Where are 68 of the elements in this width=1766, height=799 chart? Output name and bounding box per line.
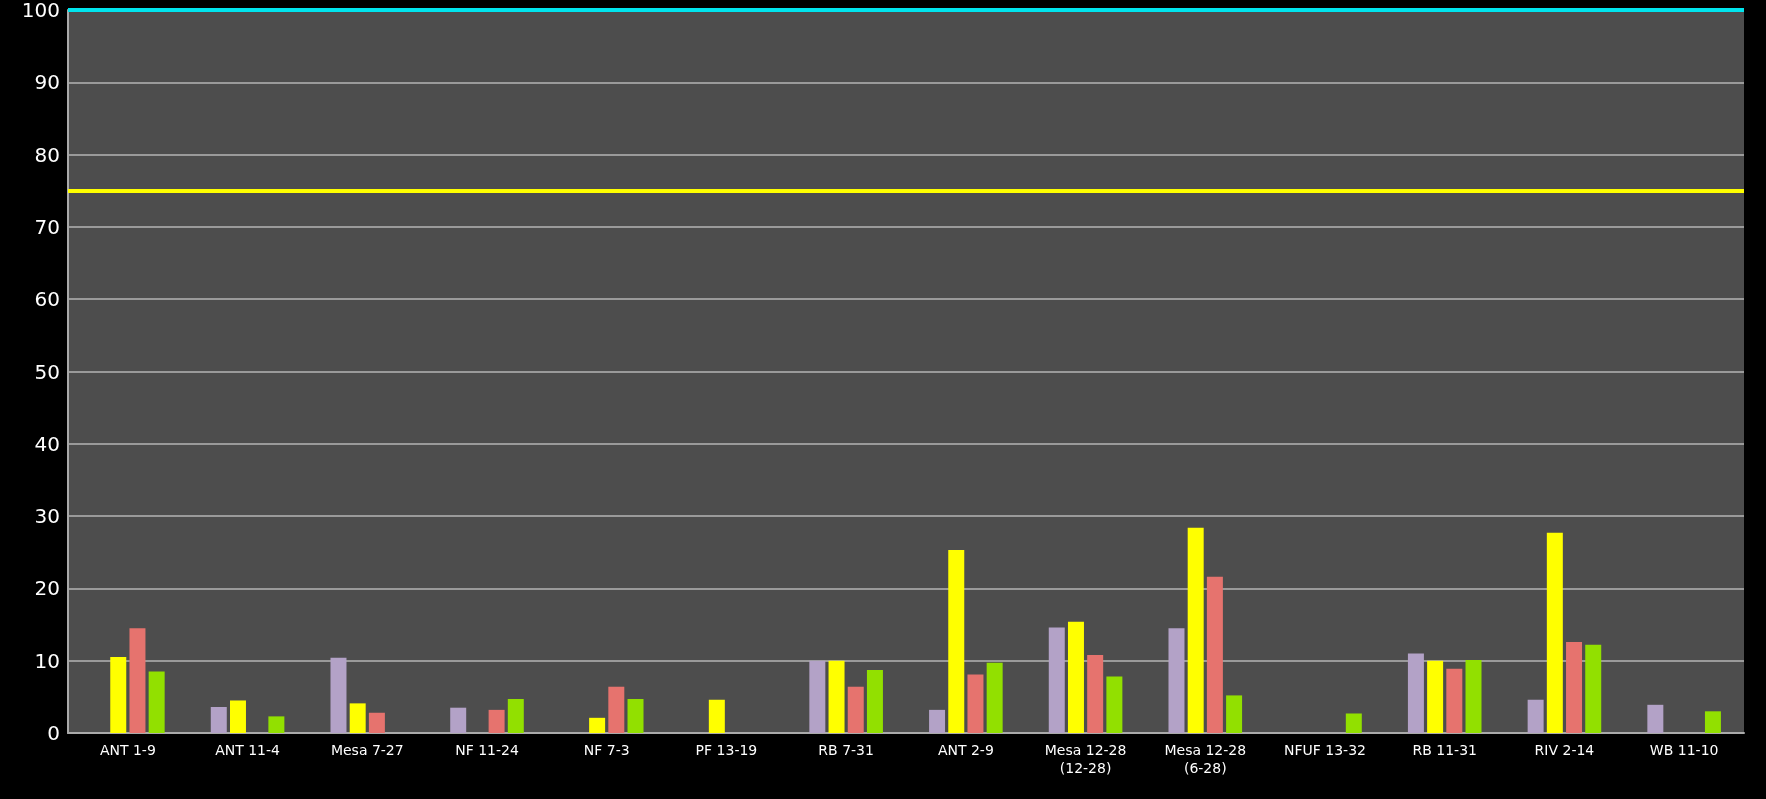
x-tick-label: ANT 11-4 [215, 742, 281, 758]
bar [929, 709, 946, 733]
x-tick-label: Mesa 12-28 (12-28) [1044, 742, 1127, 776]
y-tick-label: 70 [34, 214, 60, 239]
bar [1168, 628, 1185, 733]
bar [450, 707, 467, 733]
y-tick-label: 0 [47, 721, 60, 745]
bar [1206, 576, 1223, 733]
bar [349, 703, 366, 733]
bar [608, 686, 625, 733]
bar [809, 660, 826, 733]
bar [210, 706, 227, 733]
x-tick-label: RB 11-31 [1412, 742, 1477, 758]
bar [1067, 621, 1084, 733]
bar [1407, 653, 1424, 733]
bar [708, 699, 725, 733]
x-tick-label: NFUF 13-32 [1284, 742, 1366, 758]
bar [1087, 654, 1104, 733]
x-tick-label: ANT 1-9 [99, 742, 156, 758]
bar [229, 700, 246, 733]
x-tick-label: RB 7-31 [818, 742, 874, 758]
bar [847, 686, 864, 733]
y-tick-label: 20 [34, 576, 60, 601]
bar [948, 550, 965, 733]
bar [1048, 627, 1065, 733]
bar [828, 660, 845, 733]
bar [268, 716, 285, 733]
bar [1527, 699, 1544, 733]
bar [866, 670, 883, 733]
x-tick-label: Mesa 7-27 [330, 742, 404, 758]
bar [488, 709, 505, 733]
bar [589, 717, 606, 733]
bar [967, 674, 984, 733]
x-tick-label: WB 11-10 [1649, 742, 1719, 758]
bar [148, 671, 165, 733]
y-tick-label: 100 [21, 0, 60, 22]
bar [507, 699, 524, 733]
x-tick-label: NF 7-3 [583, 742, 630, 758]
bar [1465, 659, 1482, 733]
x-tick-label: RIV 2-14 [1534, 742, 1595, 758]
y-tick-label: 30 [34, 504, 60, 529]
bar [1566, 641, 1583, 733]
bar [1187, 527, 1204, 733]
y-tick-label: 60 [34, 287, 60, 312]
x-tick-label: NF 11-24 [455, 742, 519, 758]
bar [129, 628, 146, 733]
y-tick-label: 90 [34, 70, 60, 95]
x-tick-label: Mesa 12-28 (6-28) [1164, 742, 1247, 776]
y-tick-label: 80 [34, 142, 60, 167]
bar [330, 657, 347, 733]
bar [1704, 711, 1721, 733]
bar [1226, 695, 1243, 733]
bar [1446, 668, 1463, 733]
bar [1427, 660, 1444, 733]
bar [1546, 532, 1563, 733]
y-tick-label: 40 [34, 431, 60, 456]
bar [1345, 713, 1362, 733]
bar [1647, 704, 1664, 733]
y-tick-label: 50 [34, 359, 60, 384]
bar [627, 699, 644, 733]
bar [368, 712, 385, 733]
bar [1585, 644, 1602, 733]
x-tick-label: ANT 2-9 [937, 742, 994, 758]
bar [1106, 676, 1123, 733]
bar [110, 657, 127, 733]
x-tick-label: PF 13-19 [695, 742, 758, 758]
bar [986, 662, 1003, 733]
y-tick-label: 10 [34, 648, 60, 673]
